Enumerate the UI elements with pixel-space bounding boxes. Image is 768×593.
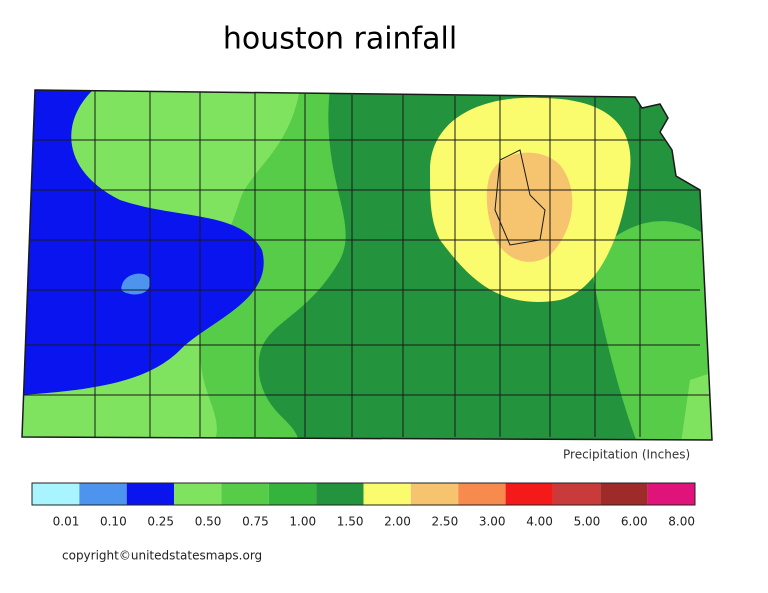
copyright: copyright©unitedstatesmaps.org: [62, 549, 262, 563]
legend-swatch: [268, 483, 317, 505]
legend-frame: [31, 482, 696, 506]
legend-label: 3.00: [479, 515, 506, 529]
legend-swatch: [505, 483, 553, 505]
legend-label: 1.50: [337, 515, 364, 529]
legend-swatch: [600, 483, 648, 505]
legend-label: 4.00: [526, 515, 553, 529]
legend-label: 0.50: [195, 515, 222, 529]
legend-label: 2.00: [384, 515, 411, 529]
legend-swatch: [363, 483, 411, 505]
legend-label: 0.25: [147, 515, 174, 529]
legend-label: 1.00: [289, 515, 316, 529]
legend-swatch: [32, 483, 80, 505]
map: [22, 90, 712, 440]
legend: 0.01 0.10 0.25 0.50 0.75 1.00 1.50 2.00 2.50 3.00…: [31, 482, 696, 529]
legend-swatch: [647, 483, 695, 505]
legend-swatch: [458, 483, 506, 505]
legend-swatch: [221, 483, 269, 505]
legend-label: 0.75: [242, 515, 269, 529]
legend-swatch: [79, 483, 127, 505]
legend-label: 0.10: [100, 515, 127, 529]
map-title: houston rainfall: [223, 22, 457, 57]
legend-label: 8.00: [668, 515, 695, 529]
legend-swatch: [174, 483, 222, 505]
state-outline: [21, 89, 713, 441]
legend-label: 6.00: [621, 515, 648, 529]
legend-title: Precipitation (Inches): [563, 448, 690, 462]
county-lines: [22, 90, 712, 437]
legend-label: 5.00: [574, 515, 601, 529]
legend-swatch: [126, 483, 175, 505]
legend-swatch: [410, 483, 459, 505]
legend-label: 0.01: [53, 515, 80, 529]
legend-swatch: [316, 483, 364, 505]
legend-label: 2.50: [431, 515, 458, 529]
legend-swatch: [552, 483, 601, 505]
